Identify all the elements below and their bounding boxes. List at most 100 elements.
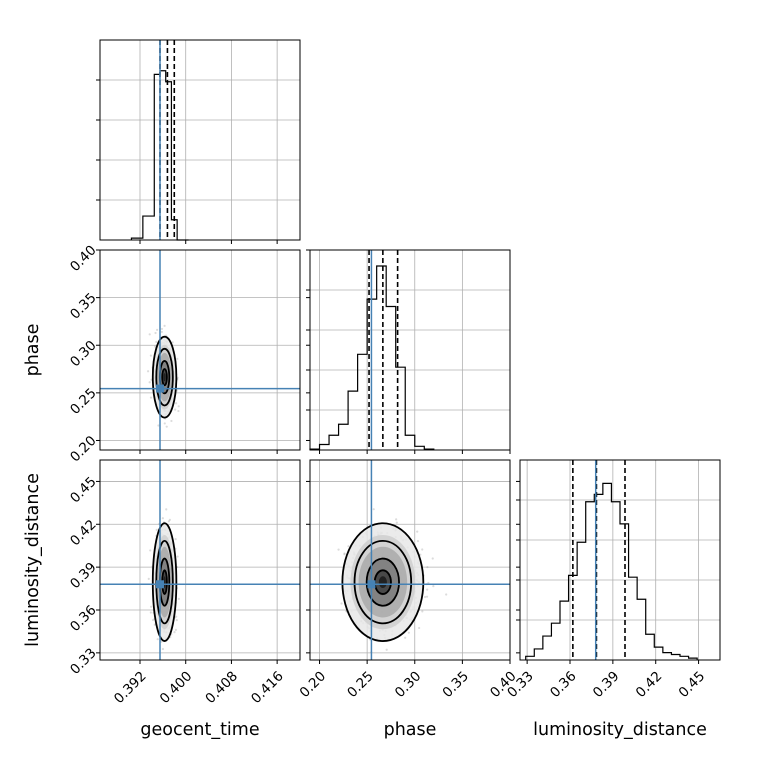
sample-point — [148, 333, 151, 336]
sample-point — [151, 618, 155, 622]
truth-marker — [367, 580, 376, 589]
y-tick-label: 0.39 — [67, 559, 100, 592]
sample-point — [147, 577, 150, 580]
sample-point — [177, 597, 180, 600]
sample-point — [176, 357, 179, 360]
sample-point — [149, 549, 152, 552]
histogram-panel-phase — [306, 249, 511, 451]
sample-point — [385, 648, 388, 651]
x-tick-label: 0.45 — [676, 668, 709, 701]
panel-bg — [100, 250, 300, 450]
sample-point — [175, 615, 178, 618]
sample-point — [168, 518, 171, 521]
sample-point — [157, 424, 160, 427]
x-tick-label: 0.25 — [344, 668, 377, 701]
sample-point — [347, 545, 350, 548]
sample-point — [426, 566, 429, 569]
y-tick-label: 0.30 — [67, 338, 100, 371]
sample-point — [432, 585, 435, 588]
sample-point — [445, 593, 448, 596]
chart-marks: 0.392 0.400 0.408 0.416 0.20 0.25 0.30 0.35 0.40… — [67, 39, 721, 707]
panel-bg — [520, 460, 720, 660]
sample-point — [163, 422, 166, 425]
sample-point — [395, 518, 398, 521]
panel-frame — [309, 459, 511, 661]
truth-marker — [156, 580, 164, 589]
contour-line — [341, 522, 425, 642]
panel-content — [100, 460, 300, 660]
sample-point — [418, 626, 421, 630]
sample-point — [416, 530, 419, 533]
sample-point — [337, 548, 340, 551]
y-tick-label: 0.25 — [67, 385, 100, 418]
histogram-step — [525, 482, 698, 660]
density-level — [378, 576, 387, 589]
sample-point — [153, 623, 156, 626]
sample-point — [165, 425, 168, 428]
sample-point — [426, 588, 429, 591]
x-tick-label: 0.400 — [157, 668, 196, 707]
x-tick-label: 0.30 — [392, 668, 425, 701]
sample-point — [155, 528, 158, 531]
x-tick-label: 0.416 — [248, 668, 287, 707]
x-tick-label: 0.20 — [297, 668, 330, 701]
sample-point — [156, 638, 159, 641]
contour-line — [365, 557, 400, 607]
histogram-panel-luminosity-distance — [516, 459, 721, 661]
scatter-panel-geocent-time-vs-luminosity-distance — [99, 459, 301, 661]
sample-point — [175, 402, 178, 405]
y-tick-label: 0.36 — [67, 602, 100, 635]
y-tick-label: 0.20 — [67, 433, 100, 466]
panel-content — [100, 250, 300, 450]
x-tick-label: 0.35 — [439, 668, 472, 701]
y-tick-label: 0.42 — [67, 517, 100, 550]
sample-point — [170, 419, 173, 423]
sample-point — [148, 381, 151, 384]
sample-point — [161, 517, 164, 520]
sample-point — [153, 345, 157, 348]
contour-line — [151, 335, 178, 419]
sample-point — [161, 647, 164, 651]
panel-frame — [519, 459, 721, 661]
sample-point — [165, 508, 168, 511]
x-tick-label: 0.36 — [547, 668, 580, 701]
sample-point — [425, 595, 429, 598]
sample-point — [176, 555, 179, 558]
x-tick-label: 0.39 — [590, 668, 623, 701]
y-tick-label: 0.45 — [67, 474, 100, 507]
sample-point — [173, 630, 176, 634]
sample-point — [421, 548, 424, 551]
sample-point — [149, 396, 153, 399]
sample-point — [149, 611, 152, 614]
contour-line — [353, 539, 413, 625]
x-tick-label: 0.408 — [202, 668, 241, 707]
sample-point — [404, 636, 407, 639]
y-tick-label: 0.35 — [67, 290, 100, 323]
contour-line — [155, 347, 174, 407]
y-axis-title-phase: phase — [23, 324, 43, 377]
sample-point — [163, 324, 166, 327]
sample-point — [167, 520, 170, 523]
sample-point — [423, 595, 427, 599]
sample-point — [154, 331, 157, 335]
y-tick-label: 0.40 — [67, 242, 100, 275]
sample-point — [155, 340, 158, 343]
sample-point — [177, 409, 180, 413]
y-tick-label: 0.33 — [67, 645, 100, 678]
sample-point — [174, 628, 177, 631]
y-axis-title-luminosity-distance: luminosity_distance — [23, 473, 43, 647]
panel-frame — [309, 249, 511, 451]
panel-frame — [99, 249, 301, 451]
sample-point — [150, 605, 153, 608]
x-axis-title-luminosity-distance: luminosity_distance — [533, 720, 707, 740]
contour-line — [151, 522, 178, 642]
sample-point — [155, 328, 159, 331]
sample-point — [416, 540, 420, 543]
x-tick-label: 0.42 — [633, 668, 666, 701]
sample-point — [177, 405, 180, 408]
sample-point — [146, 370, 150, 373]
sample-point — [149, 354, 153, 357]
sample-point — [174, 408, 177, 411]
sample-point — [343, 553, 346, 556]
